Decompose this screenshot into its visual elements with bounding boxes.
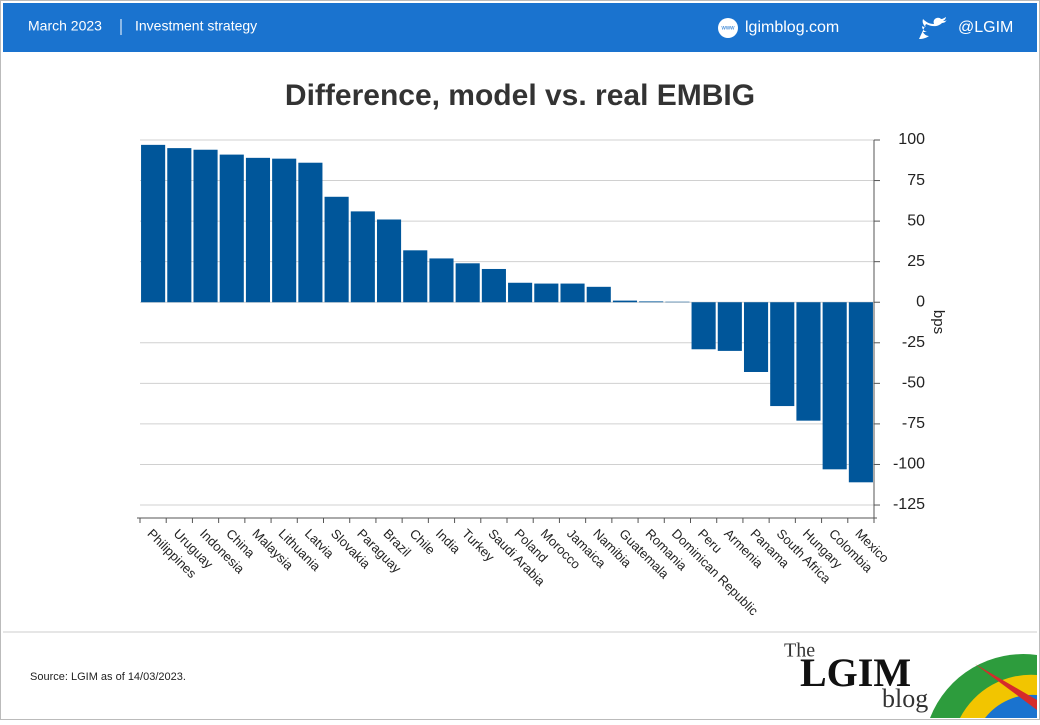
bar — [429, 258, 453, 302]
y-tick-label: -100 — [893, 456, 925, 473]
bar — [351, 211, 375, 302]
footer-source: Source: LGIM as of 14/03/2023. — [30, 671, 186, 683]
chart-title: Difference, model vs. real EMBIG — [285, 79, 755, 112]
bar — [560, 284, 584, 303]
bar — [849, 302, 873, 482]
y-tick-label: 100 — [898, 131, 925, 148]
bar — [823, 302, 847, 469]
bar — [456, 263, 480, 302]
y-axis-label: bps — [930, 310, 947, 334]
bar — [508, 283, 532, 302]
y-tick-label: 50 — [907, 212, 925, 229]
bar — [744, 302, 768, 372]
y-tick-label: 25 — [907, 253, 925, 270]
y-tick-label: -50 — [902, 375, 925, 392]
y-tick-label: 75 — [907, 172, 925, 189]
bar — [639, 301, 663, 302]
bar — [246, 158, 270, 302]
y-tick-label: -75 — [902, 415, 925, 432]
bar — [796, 302, 820, 420]
bar — [325, 197, 349, 302]
y-tick-label: -25 — [902, 334, 925, 351]
bar — [141, 145, 165, 302]
bar — [770, 302, 794, 406]
header-section: Investment strategy — [135, 18, 257, 34]
bar — [298, 163, 322, 303]
header-handle[interactable]: @LGIM — [958, 19, 1013, 36]
y-tick-label: -125 — [893, 496, 925, 513]
header-date: March 2023 — [28, 18, 102, 34]
bar — [613, 301, 637, 303]
bar — [692, 302, 716, 349]
bar — [534, 284, 558, 303]
bar — [403, 250, 427, 302]
bar — [482, 269, 506, 302]
bar — [718, 302, 742, 351]
bar — [220, 155, 244, 303]
bar — [167, 148, 191, 302]
bar — [272, 159, 296, 303]
bar — [193, 150, 217, 302]
y-tick-label: 0 — [916, 293, 925, 310]
header-site[interactable]: lgimblog.com — [745, 19, 839, 36]
logo-blog: blog — [882, 684, 928, 713]
bar — [377, 219, 401, 302]
bar — [587, 287, 611, 302]
site-icon-text: www — [721, 26, 736, 32]
